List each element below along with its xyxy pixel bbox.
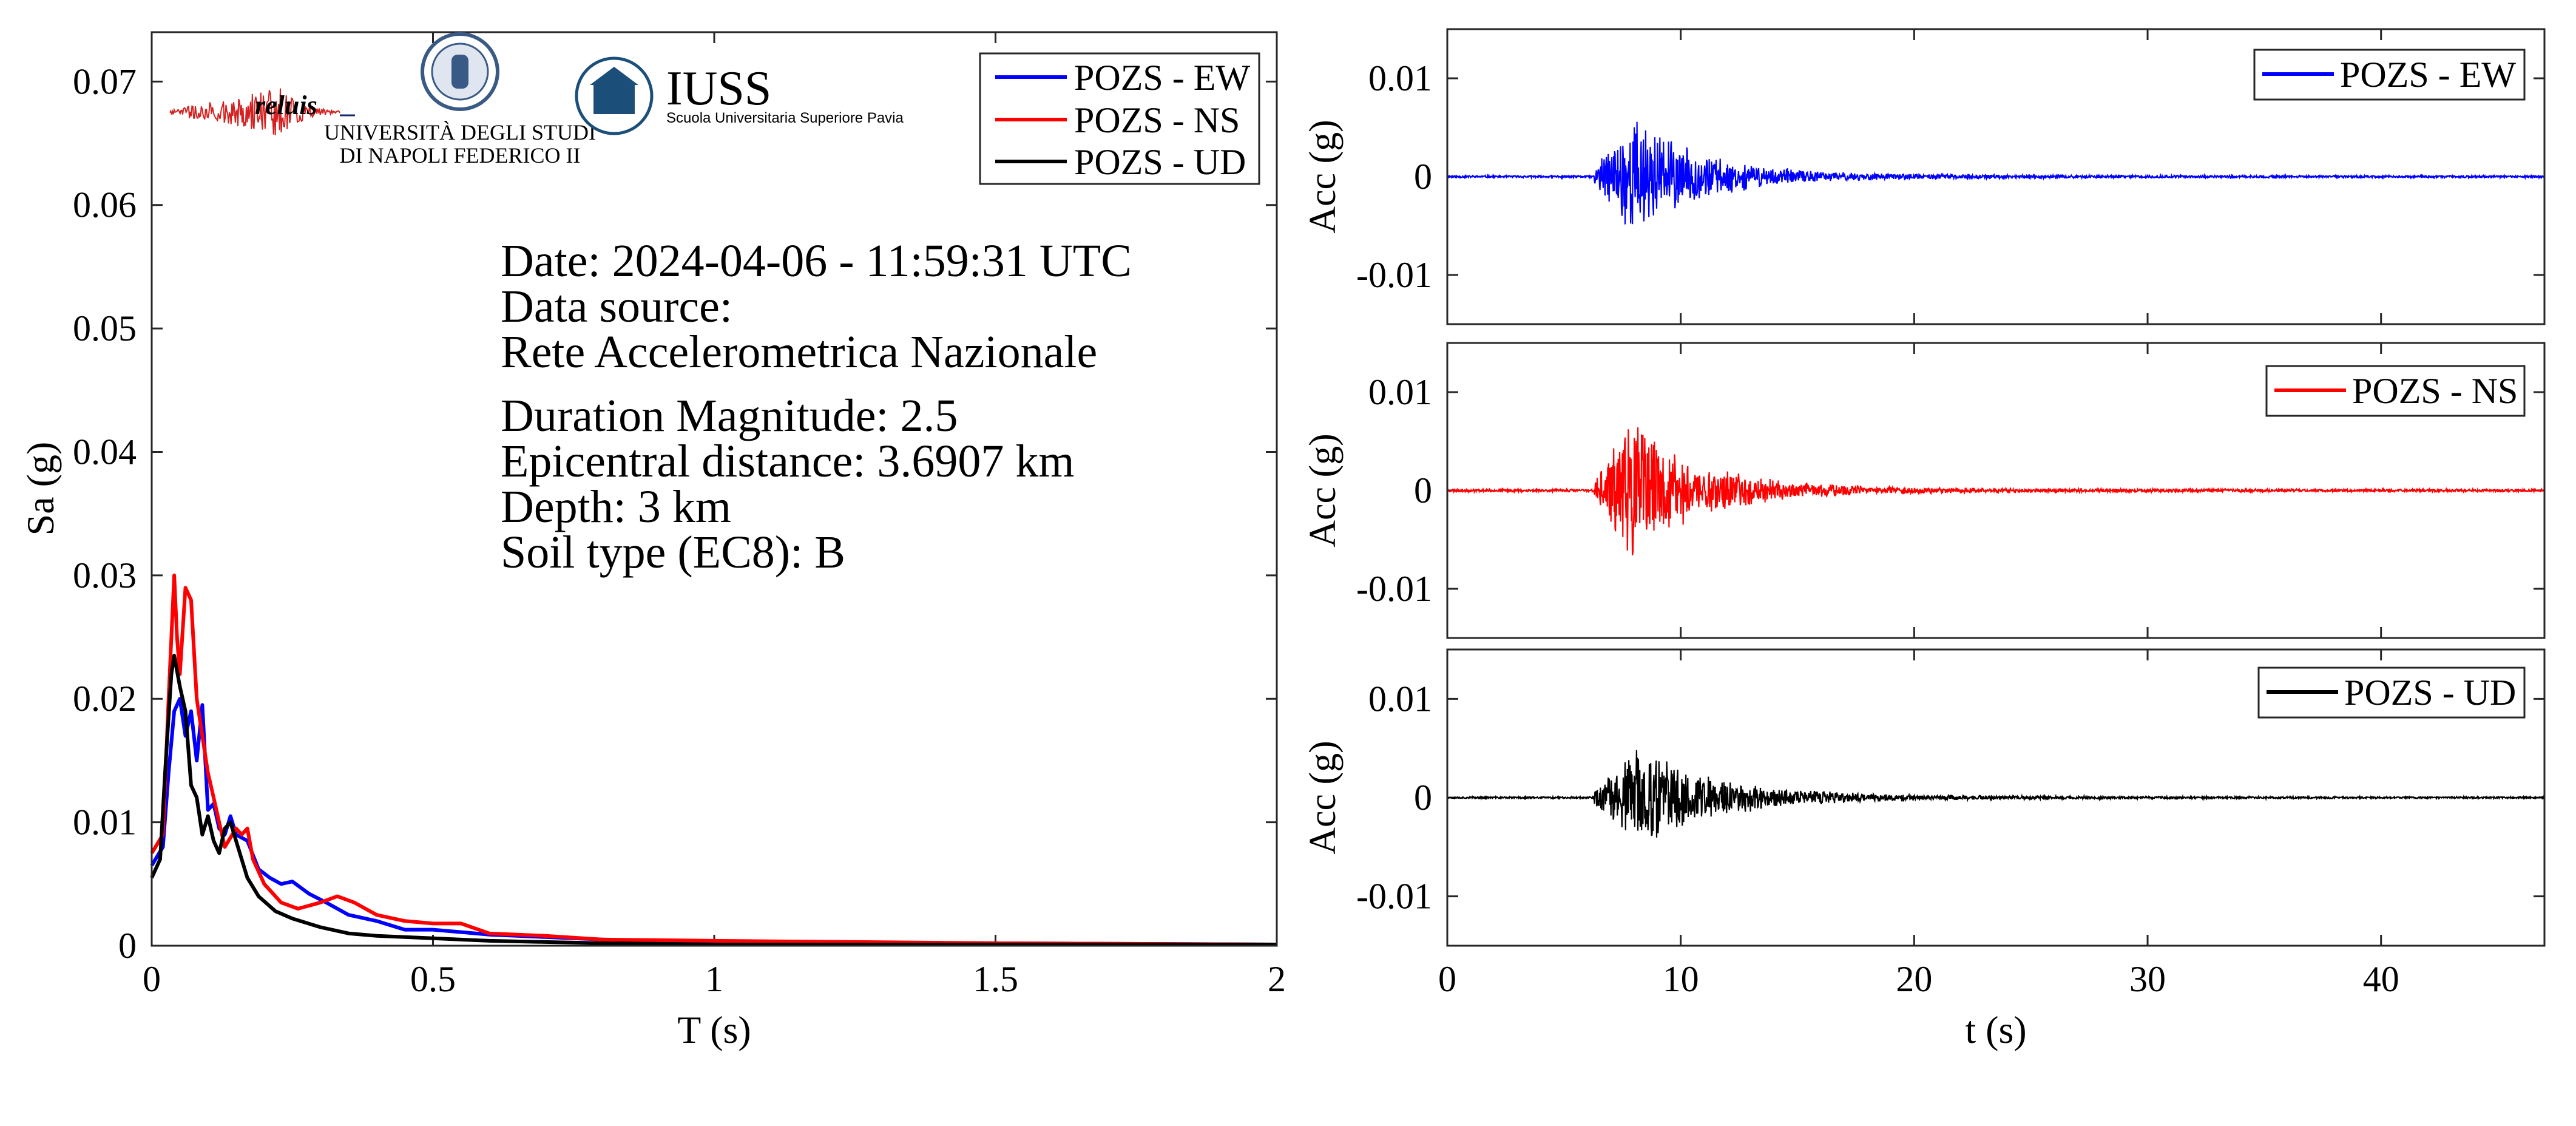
spectrum-ytick-label: 0.07	[73, 61, 137, 101]
accelerogram-ew-ylabel: Acc (g)	[1302, 120, 1344, 234]
accelerogram-ud-legend: POZS - UD	[2257, 666, 2526, 719]
spectrum-ticks: 0 0.5 1 1.5 2 0 0.01 0.02 0.03 0.04 0.05 0.06 0.07	[73, 32, 1286, 999]
accelerogram-ud-axes-box	[1446, 648, 2546, 947]
accelerogram-xlabel: t (s)	[1965, 1008, 2026, 1051]
accelerogram-panels: -0.01 0 0.01 Acc (g) POZS - EW -0.01 0 0.01 …	[1302, 28, 2546, 1051]
unina-line2: DI NAPOLI FEDERICO II	[340, 143, 581, 168]
accelerogram-ew-legend: POZS - EW	[2253, 49, 2526, 101]
spectrum-line-ns	[150, 573, 1277, 946]
accelerogram-xtick-label: 20	[1896, 959, 1932, 999]
spectrum-xlabel: T (s)	[677, 1008, 751, 1051]
legend-label-ud: POZS - UD	[1074, 142, 1246, 182]
spectrum-xtick-label: 1	[705, 959, 723, 999]
unina-seal-figure	[451, 55, 468, 89]
accelerogram-ew-trace	[1447, 121, 2545, 225]
accelerogram-ew-axes-box	[1446, 28, 2546, 325]
iuss-subtitle: Scuola Universitaria Superiore Pavia	[666, 110, 904, 126]
legend-label-ns: POZS - NS	[1074, 100, 1240, 140]
accelerogram-ud-ytick-label: 0	[1414, 778, 1432, 818]
accelerogram-ud-line	[1447, 750, 2545, 838]
info-distance: Epicentral distance: 3.6907 km	[501, 436, 1075, 487]
reluis-wave-mark	[169, 88, 355, 135]
unina-logo: UNIVERSITÀ DEGLI STUDI DI NAPOLI FEDERIC…	[324, 32, 596, 168]
spectrum-xtick-label: 0.5	[410, 959, 456, 999]
spectrum-legend: POZS - EW POZS - NS POZS - UD	[979, 52, 1260, 185]
accelerogram-xtick-label: 40	[2363, 959, 2399, 999]
accelerogram-ew-ytick-label: -0.01	[1356, 255, 1432, 295]
accelerogram-ew-panel: -0.01 0 0.01 Acc (g) POZS - EW	[1302, 28, 2546, 325]
iuss-logo: IUSS Scuola Universitaria Superiore Pavi…	[575, 56, 904, 135]
spectrum-ytick-label: 0	[118, 926, 137, 966]
spectrum-line-ud	[150, 654, 1277, 946]
spectrum-xtick-label: 2	[1268, 959, 1286, 999]
accelerogram-ns-ylabel: Acc (g)	[1302, 433, 1344, 548]
accelerogram-ns-axes-box	[1446, 342, 2546, 639]
info-date: Date: 2024-04-06 - 11:59:31 UTC	[501, 236, 1132, 287]
accelerogram-ns-line	[1447, 427, 2545, 555]
accelerogram-xtick-label: 0	[1438, 959, 1456, 999]
accelerogram-ud-legend-label: POZS - UD	[2344, 673, 2516, 713]
accelerogram-ew-ytick-label: 0.01	[1368, 58, 1432, 98]
info-source: Rete Accelerometrica Nazionale	[501, 327, 1097, 378]
accelerogram-ud-panel: -0.01 0 0.01 0 10 20 30 40 Acc (g) t (s) POZS -…	[1302, 648, 2546, 1051]
spectrum-ytick-label: 0.03	[73, 555, 137, 595]
event-info: Date: 2024-04-06 - 11:59:31 UTC Data sou…	[501, 236, 1132, 578]
accelerogram-ew-line	[1447, 121, 2545, 225]
legend-label-ew: POZS - EW	[1074, 58, 1250, 98]
spectrum-xtick-label: 1.5	[973, 959, 1018, 999]
accelerogram-ns-ytick-label: 0	[1414, 470, 1432, 510]
spectrum-axes-box	[150, 31, 1278, 947]
spectrum-ytick-label: 0.01	[73, 802, 137, 843]
accelerogram-ud-ylabel: Acc (g)	[1302, 741, 1344, 855]
accelerogram-ew-ticks: -0.01 0 0.01	[1356, 29, 2544, 324]
info-depth: Depth: 3 km	[501, 481, 731, 532]
accelerogram-ew-ytick-label: 0	[1414, 157, 1432, 197]
reluis-logo-text: reluis	[255, 90, 317, 120]
iuss-emblem-roof	[590, 67, 638, 85]
spectrum-line-ew	[150, 697, 1277, 946]
spectrum-ytick-label: 0.05	[73, 308, 137, 348]
accelerogram-ew-legend-label: POZS - EW	[2340, 55, 2516, 95]
accelerogram-ud-ytick-label: 0.01	[1368, 679, 1432, 719]
reluis-wave-line	[169, 88, 340, 135]
spectrum-ytick-label: 0.02	[73, 679, 137, 719]
reluis-logo: reluis	[169, 88, 355, 135]
accelerogram-xtick-label: 30	[2129, 959, 2166, 999]
spectrum-ytick-label: 0.06	[73, 185, 137, 225]
accelerogram-ns-trace	[1447, 427, 2545, 555]
info-source-label: Data source:	[501, 281, 732, 332]
accelerogram-ew-legend-box	[2253, 49, 2526, 101]
spectrum-xtick-label: 0	[143, 959, 161, 999]
accelerogram-ud-ticks: -0.01 0 0.01 0 10 20 30 40	[1356, 649, 2544, 999]
iuss-title: IUSS	[666, 62, 771, 115]
accelerogram-xtick-label: 10	[1663, 959, 1699, 999]
unina-line1: UNIVERSITÀ DEGLI STUDI	[324, 120, 596, 144]
info-magnitude: Duration Magnitude: 2.5	[501, 390, 958, 441]
spectrum-ylabel: Sa (g)	[19, 442, 62, 536]
spectrum-panel: 0 0.5 1 1.5 2 0 0.01 0.02 0.03 0.04 0.05 0.06 0.07 S…	[19, 31, 1286, 1051]
spectrum-ytick-label: 0.04	[73, 432, 137, 472]
accelerogram-ud-ytick-label: -0.01	[1356, 877, 1432, 917]
iuss-emblem-building	[593, 84, 635, 114]
accelerogram-ns-ytick-label: -0.01	[1356, 569, 1432, 609]
info-soil: Soil type (EC8): B	[501, 527, 845, 578]
accelerogram-ns-panel: -0.01 0 0.01 Acc (g) POZS - NS	[1302, 342, 2546, 639]
accelerogram-ns-ytick-label: 0.01	[1368, 372, 1432, 412]
accelerogram-ns-legend: POZS - NS	[2265, 365, 2526, 417]
accelerogram-ud-trace	[1447, 750, 2545, 838]
accelerogram-ns-legend-label: POZS - NS	[2352, 371, 2518, 411]
spectrum-series	[150, 573, 1277, 946]
